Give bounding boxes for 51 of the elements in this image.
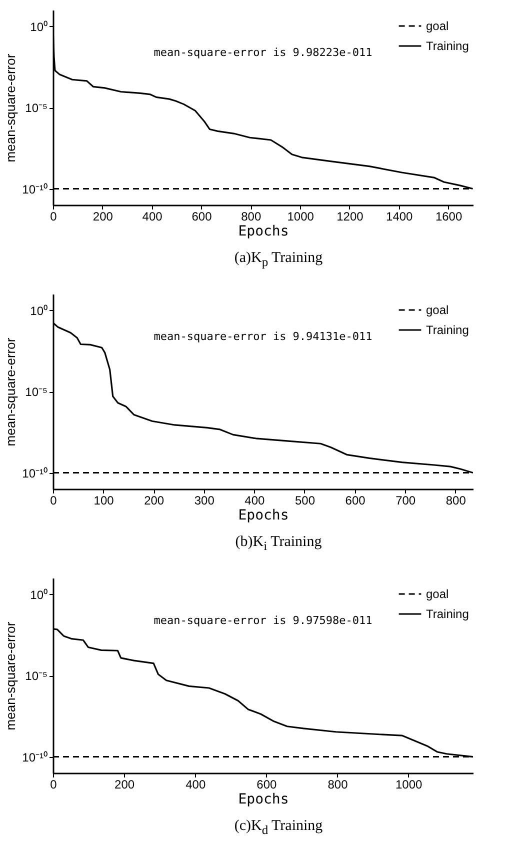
x-tick-label: 800 <box>446 494 466 508</box>
x-tick-label: 700 <box>396 494 416 508</box>
x-tick-label: 200 <box>92 210 114 224</box>
legend-label: Training <box>426 607 469 621</box>
x-tick-label: 1600 <box>435 210 462 224</box>
annotation: mean-square-error is 9.98223e-011 <box>154 46 372 59</box>
x-tick-label: 600 <box>345 494 366 508</box>
x-tick-label: 800 <box>241 210 262 224</box>
x-tick-label: 100 <box>94 494 114 508</box>
y-axis-title: mean-square-error <box>3 337 18 446</box>
x-tick-label: 400 <box>142 210 163 224</box>
y-tick-label: 10⁻⁵ <box>25 669 48 683</box>
x-tick-label: 0 <box>50 210 58 224</box>
x-tick-label: 600 <box>192 210 212 224</box>
annotation: mean-square-error is 9.97598e-011 <box>154 614 372 627</box>
y-axis-title: mean-square-error <box>3 53 18 162</box>
annotation: mean-square-error is 9.94131e-011 <box>154 330 372 343</box>
y-tick-label: 10⁻⁵ <box>25 101 48 115</box>
x-tick-label: 800 <box>328 778 348 792</box>
x-tick-label: 1000 <box>287 210 314 224</box>
x-axis-title: Epochs <box>238 508 289 524</box>
y-tick-label: 10⁰ <box>30 20 48 34</box>
text: (b)K$_{i}$ Training <box>234 534 323 554</box>
legend-label: Training <box>426 39 469 53</box>
x-tick-label: 1200 <box>336 210 364 224</box>
x-tick-label: 400 <box>186 778 206 792</box>
legend-label: Training <box>426 323 469 337</box>
x-tick-label: 1000 <box>395 778 422 792</box>
legend-label: goal <box>426 19 449 33</box>
y-tick-label: 10⁻¹⁰ <box>22 750 48 764</box>
x-tick-label: 400 <box>244 494 266 508</box>
y-tick-label: 10⁻⁵ <box>25 385 48 399</box>
x-tick-label: 0 <box>50 494 58 508</box>
y-tick-label: 10⁰ <box>30 304 48 318</box>
x-tick-label: 500 <box>294 494 316 508</box>
text: (a)K$_{p}$ Training <box>233 250 324 270</box>
x-tick-label: 200 <box>114 778 135 792</box>
x-tick-label: 200 <box>144 494 164 508</box>
y-tick-label: 10⁻¹⁰ <box>22 182 48 196</box>
x-tick-label: 600 <box>256 778 278 792</box>
legend-label: goal <box>426 587 449 601</box>
y-tick-label: 10⁻¹⁰ <box>22 466 48 480</box>
x-axis-title: Epochs <box>238 792 289 808</box>
x-axis-title: Epochs <box>238 224 289 240</box>
x-tick-label: 300 <box>194 494 215 508</box>
x-tick-label: 0 <box>50 778 58 792</box>
x-tick-label: 1400 <box>386 210 414 224</box>
y-tick-label: 10⁰ <box>30 588 48 602</box>
legend-label: goal <box>426 303 449 317</box>
text: (c)K$_{d}$ Training <box>233 818 324 838</box>
y-axis-title: mean-square-error <box>3 621 18 730</box>
